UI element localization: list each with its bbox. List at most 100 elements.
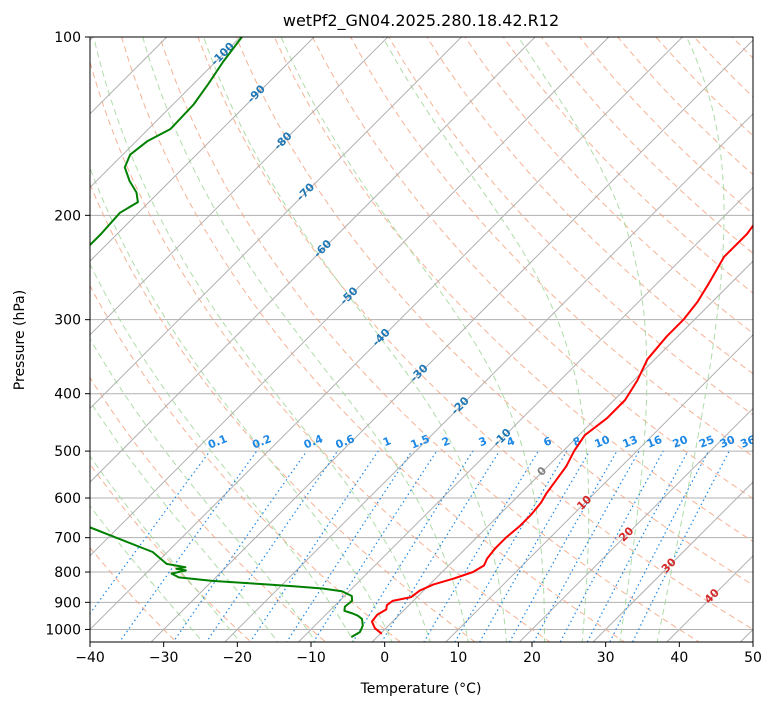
dry-adiabat-line — [464, 37, 753, 334]
x-tick-label: 20 — [523, 650, 541, 666]
dry-adiabat-line — [121, 37, 626, 642]
y-tick-label: 600 — [54, 491, 81, 507]
moist-adiabat-line — [90, 455, 241, 642]
moist-adiabat-line — [382, 37, 590, 642]
dry-adiabats — [90, 10, 775, 654]
isotherm-line — [150, 39, 753, 642]
isotherm-line — [90, 37, 315, 262]
moist-adiabat-line — [90, 262, 355, 642]
dewpoint-line — [90, 37, 364, 638]
dry-adiabat-line — [159, 37, 701, 642]
moist-adiabat-line — [93, 37, 431, 642]
mixing-ratio-line — [118, 450, 258, 642]
mixing-ratio-labels: 0.1 0.2 0.4 0.6 1 1.5 2 3 4 6 8 10 13 16 20 25 30 36 — [206, 432, 757, 451]
moist-adiabat-line — [90, 166, 393, 642]
mixing-ratio-line — [479, 450, 591, 642]
y-axis: 100 200 300 400 500 600 700 800 900 1000 — [45, 30, 90, 638]
isotherm-line — [90, 37, 389, 336]
isotherm-line — [666, 555, 753, 642]
isotherm-line — [90, 37, 168, 115]
dry-adiabat-line — [731, 37, 753, 59]
isotherm-line — [90, 37, 684, 631]
dry-adiabat-line — [90, 60, 551, 642]
x-tick-label: −20 — [223, 650, 253, 666]
moist-adiabat-line — [90, 505, 204, 642]
moist-adiabats — [90, 37, 725, 642]
mixing-ratio-line — [586, 450, 689, 642]
mixing-ratio-label: 0.1 — [206, 432, 229, 451]
mixing-ratio-line — [454, 450, 568, 642]
dry-adiabat-line — [311, 37, 753, 500]
mixing-ratio-label: 30 — [718, 433, 737, 451]
mixing-ratio-line — [609, 450, 710, 642]
plot-area: -100-90-80-70-60-50-40-30-20-10010203040… — [90, 10, 775, 654]
dry-adiabat-line — [273, 37, 753, 543]
dry-adiabat-line — [90, 546, 178, 642]
y-tick-label: 100 — [54, 30, 81, 46]
dry-adiabat-line — [350, 37, 753, 458]
dry-adiabat-line — [655, 37, 753, 137]
x-tick-label: 30 — [597, 650, 615, 666]
mixing-ratio-line — [559, 450, 664, 642]
mixing-ratio-label: 25 — [697, 433, 716, 451]
x-axis: −40 −30 −20 −10 0 10 20 30 40 50 — [75, 642, 762, 666]
pressure-gridlines — [90, 37, 753, 630]
mixing-ratio-label: 3 — [477, 434, 489, 449]
dry-adiabat-line — [540, 37, 753, 254]
isotherm-line — [592, 481, 753, 642]
isotherm-line — [90, 37, 610, 557]
mixing-ratio-label: 1 — [381, 434, 393, 449]
mixing-ratio-label: 2 — [440, 434, 452, 449]
y-tick-label: 1000 — [45, 622, 81, 638]
dry-adiabat-line — [744, 10, 775, 654]
y-tick-label: 500 — [54, 444, 81, 460]
dry-adiabat-line — [90, 463, 252, 642]
x-tick-label: −30 — [149, 650, 179, 666]
isotherm-line — [518, 407, 753, 642]
dry-adiabat-line — [90, 182, 476, 642]
mixing-ratio-label: 1.5 — [409, 432, 432, 451]
mixing-ratio-line — [380, 450, 501, 642]
isotherm-line — [371, 260, 753, 642]
mixing-ratio-line — [533, 450, 640, 642]
mixing-ratio-lines — [90, 450, 730, 642]
moist-adiabat-line — [142, 37, 469, 642]
dry-adiabat-line — [617, 37, 753, 176]
mixing-ratio-line — [423, 450, 539, 642]
mixing-ratio-label: 20 — [671, 433, 690, 451]
mixing-ratio-line — [205, 450, 338, 642]
mixing-ratio-line — [631, 450, 730, 642]
moist-adiabat-line — [656, 37, 725, 642]
x-tick-label: 0 — [380, 650, 389, 666]
mixing-ratio-label: 13 — [621, 433, 640, 451]
x-tick-label: 50 — [744, 650, 762, 666]
y-tick-label: 700 — [54, 531, 81, 547]
moist-adiabat-line — [90, 337, 317, 642]
y-tick-label: 900 — [54, 595, 81, 611]
isotherm-line — [445, 334, 753, 642]
x-tick-label: −40 — [75, 650, 105, 666]
mixing-ratio-label: 0.6 — [334, 432, 357, 451]
y-tick-label: 300 — [54, 313, 81, 329]
mixing-ratio-line — [312, 450, 438, 642]
temperature-line — [370, 223, 753, 635]
mixing-ratio-label: 4 — [505, 434, 517, 449]
moist-adiabat-line — [280, 37, 545, 642]
moist-adiabat-line — [203, 37, 508, 642]
plot-frame — [89, 36, 754, 643]
isotherm-line — [297, 186, 753, 642]
mixing-ratio-label: 36 — [738, 433, 757, 451]
isotherms — [90, 37, 753, 642]
x-tick-label: 10 — [449, 650, 467, 666]
moist-adiabat-line — [90, 400, 279, 642]
chart-title: wetPf2_GN04.2025.280.18.42.R12 — [283, 11, 559, 31]
dry-adiabat-line — [502, 37, 753, 294]
mixing-ratio-line — [508, 450, 618, 642]
x-tick-label: −10 — [296, 650, 326, 666]
y-axis-title: Pressure (hPa) — [12, 290, 28, 390]
mixing-ratio-line — [172, 450, 308, 642]
x-tick-label: 40 — [670, 650, 688, 666]
x-axis-title: Temperature (°C) — [360, 681, 482, 697]
dry-adiabat-line — [197, 37, 753, 630]
